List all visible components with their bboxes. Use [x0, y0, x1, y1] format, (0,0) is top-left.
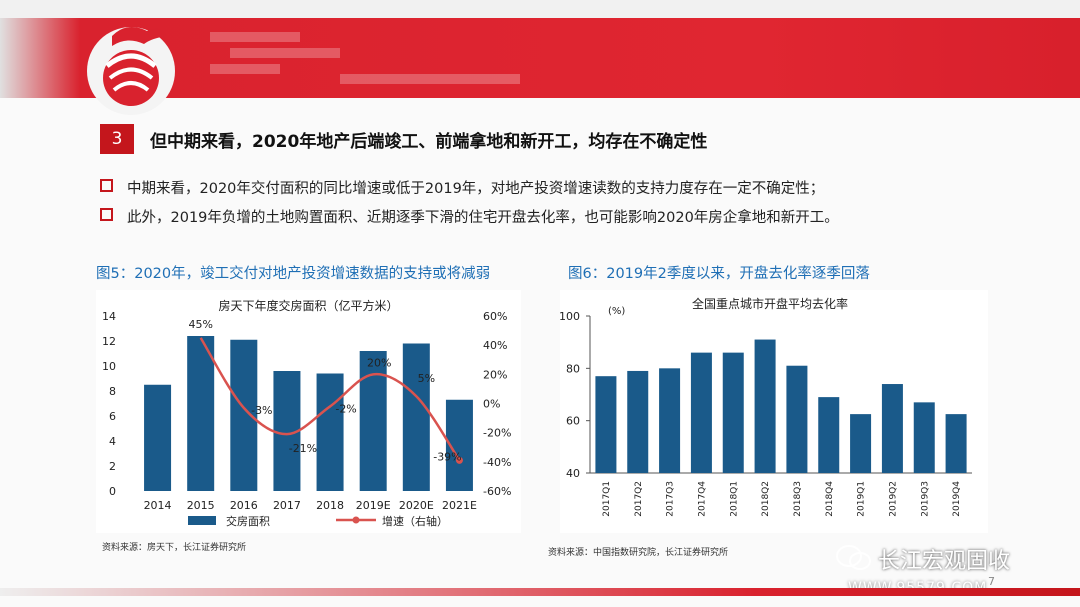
growth-line	[199, 337, 461, 462]
right-axis-tick-label: -20%	[483, 427, 511, 440]
chart1-panel: 房天下年度交房面积（亿平方米） 0 2 4 6 8 10 12 14 -60% -40% -20% 0%…	[96, 290, 521, 533]
chart2-svg: 全国重点城市开盘平均去化率 (%) 40 60 80 100 2017Q1 2017Q2 201…	[559, 296, 972, 517]
growth-line-end-marker	[455, 456, 463, 464]
bar	[627, 370, 649, 473]
wechat-icon	[836, 545, 871, 570]
left-axis-tick-label: 6	[109, 410, 116, 423]
banner-decoration	[210, 32, 520, 84]
figure5-source: 资料来源：房天下，长江证券研究所	[102, 543, 247, 553]
header-banner	[0, 18, 1080, 98]
left-axis-tick-label: 2	[109, 460, 116, 473]
left-axis-tick-label: 0	[109, 485, 116, 498]
page-number: 7	[988, 575, 995, 588]
bar	[913, 402, 935, 473]
x-axis-tick-label: 2018Q2	[761, 481, 771, 517]
y-axis-tick-label: 80	[566, 362, 580, 375]
data-label: 45%	[188, 318, 212, 331]
legend-bar-label: 交房面积	[226, 514, 270, 528]
right-axis-tick-label: 20%	[483, 368, 507, 381]
bar	[754, 339, 776, 473]
chart2-panel: 全国重点城市开盘平均去化率 (%) 40 60 80 100 2017Q1 2017Q2 201…	[559, 290, 988, 533]
watermark-name: 长江宏观固收	[878, 549, 1011, 574]
left-axis-tick-label: 10	[102, 360, 116, 373]
footer-bar	[0, 588, 1080, 596]
left-axis-tick-label: 4	[109, 435, 116, 448]
legend-line-marker	[352, 516, 360, 524]
bar	[595, 376, 617, 473]
data-label: 20%	[367, 356, 391, 369]
x-axis-tick-label: 2017	[273, 499, 301, 512]
y-axis-tick-label: 100	[560, 310, 580, 323]
left-axis-tick-label: 12	[102, 335, 116, 348]
x-axis-tick-label: 2019Q3	[920, 481, 930, 517]
bar	[316, 373, 344, 491]
right-axis-tick-label: -60%	[483, 485, 511, 498]
bar	[786, 365, 808, 473]
right-axis-tick-label: 60%	[483, 310, 507, 323]
x-axis-tick-label: 2019Q2	[888, 481, 898, 517]
x-axis-tick-label: 2017Q3	[666, 481, 676, 517]
data-label: -2%	[335, 402, 356, 415]
y-axis-tick-label: 40	[566, 467, 580, 480]
x-axis-tick-label: 2019Q4	[952, 481, 962, 517]
chart2-unit: (%)	[608, 306, 625, 317]
company-logo	[87, 27, 175, 115]
left-axis-tick-label: 14	[102, 310, 116, 323]
section-title: 但中期来看，2020年地产后端竣工、前端拿地和新开工，均存在不确定性	[150, 132, 708, 152]
x-axis-tick-label: 2017Q1	[602, 481, 612, 517]
bullet-text: 中期来看，2020年交付面积的同比增速或低于2019年，对地产投资增速读数的支持…	[127, 181, 825, 197]
x-axis-tick-label: 2017Q2	[634, 481, 644, 517]
right-axis-tick-label: -40%	[483, 456, 511, 469]
x-axis-tick-label: 2016	[230, 499, 258, 512]
bar	[850, 414, 872, 473]
bar	[818, 397, 840, 473]
x-axis-tick-label: 2018Q4	[825, 481, 835, 517]
data-label: -21%	[289, 442, 317, 455]
data-label: 5%	[418, 372, 435, 385]
bar	[359, 351, 387, 491]
x-axis-tick-label: 2014	[144, 499, 172, 512]
bar	[945, 414, 967, 473]
bar	[402, 343, 430, 491]
left-axis-tick-label: 8	[109, 385, 116, 398]
bar	[659, 368, 681, 473]
bullet-item: 此外，2019年负增的土地购置面积、近期逐季下滑的住宅开盘去化率，也可能影响20…	[100, 206, 839, 227]
chart2-title: 全国重点城市开盘平均去化率	[692, 296, 848, 311]
x-axis-tick-label: 2020E	[399, 499, 434, 512]
data-label: -3%	[251, 404, 272, 417]
bullet-item: 中期来看，2020年交付面积的同比增速或低于2019年，对地产投资增速读数的支持…	[100, 177, 824, 198]
figure5-title: 图5：2020年，竣工交付对地产投资增速数据的支持或将减弱	[96, 266, 491, 282]
legend-bar-swatch	[188, 516, 216, 525]
x-axis-tick-label: 2021E	[442, 499, 477, 512]
bar	[690, 352, 712, 473]
x-axis-tick-label: 2018Q1	[729, 481, 739, 517]
y-axis-tick-label: 60	[566, 415, 580, 428]
header-top-strip	[0, 0, 1080, 18]
right-axis-tick-label: 0%	[483, 398, 500, 411]
x-axis-tick-label: 2019E	[356, 499, 391, 512]
bullet-marker	[100, 179, 113, 192]
bullet-marker	[100, 208, 113, 221]
right-axis-tick-label: 40%	[483, 339, 507, 352]
bar	[722, 352, 744, 473]
x-axis-tick-label: 2017Q4	[697, 481, 707, 517]
bar	[187, 336, 215, 491]
bar	[230, 339, 258, 491]
bullet-text: 此外，2019年负增的土地购置面积、近期逐季下滑的住宅开盘去化率，也可能影响20…	[127, 210, 839, 226]
data-label: -39%	[433, 450, 461, 463]
bar	[881, 384, 903, 473]
chart1-svg: 房天下年度交房面积（亿平方米） 0 2 4 6 8 10 12 14 -60% -40% -20% 0%…	[102, 298, 511, 528]
chart1-title: 房天下年度交房面积（亿平方米）	[218, 298, 398, 313]
x-axis-tick-label: 2018Q3	[793, 481, 803, 517]
figure6-title: 图6：2019年2季度以来，开盘去化率逐季回落	[568, 266, 870, 282]
section-number: 3	[100, 124, 134, 154]
x-axis-tick-label: 2015	[187, 499, 215, 512]
figure6-source: 资料来源：中国指数研究院，长江证券研究所	[548, 548, 729, 558]
bar	[144, 384, 172, 491]
x-axis-tick-label: 2019Q1	[857, 481, 867, 517]
x-axis-tick-label: 2018	[316, 499, 344, 512]
legend-line-label: 增速（右轴）	[382, 514, 448, 528]
